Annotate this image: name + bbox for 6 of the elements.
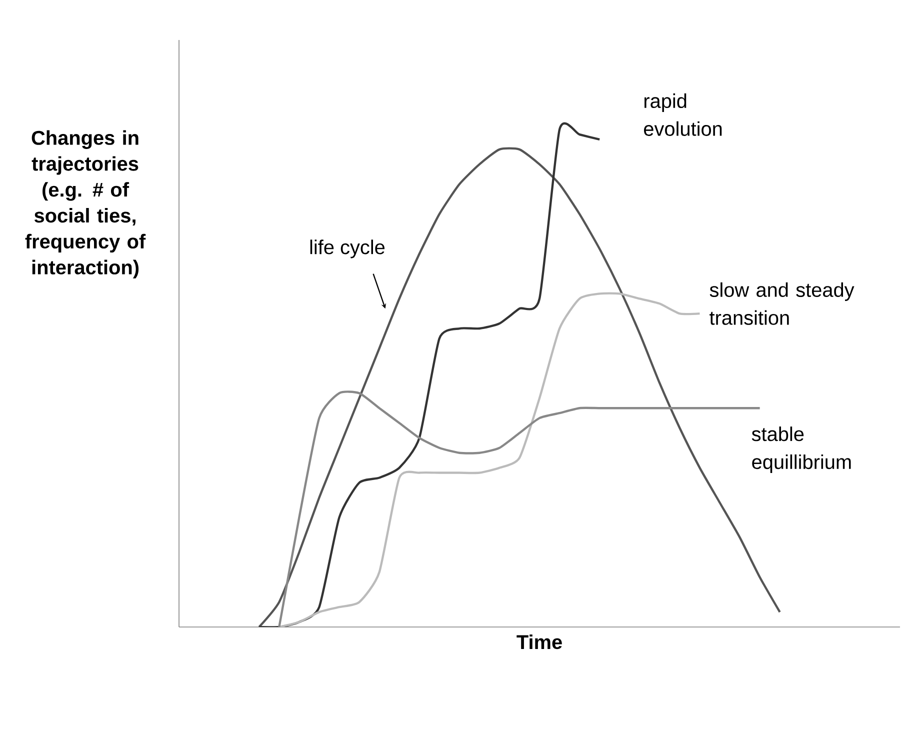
series-label: slow and steady transition	[710, 282, 854, 325]
series-label: stable equillibrium	[752, 426, 851, 474]
x-axis-title: Time	[516, 634, 562, 650]
series-label: life cycle	[310, 240, 385, 258]
text: rapid evolution	[644, 93, 722, 136]
y-axis-title: Changes in trajectories (e.g. # of social ties, frequency of interaction)	[25, 130, 146, 278]
